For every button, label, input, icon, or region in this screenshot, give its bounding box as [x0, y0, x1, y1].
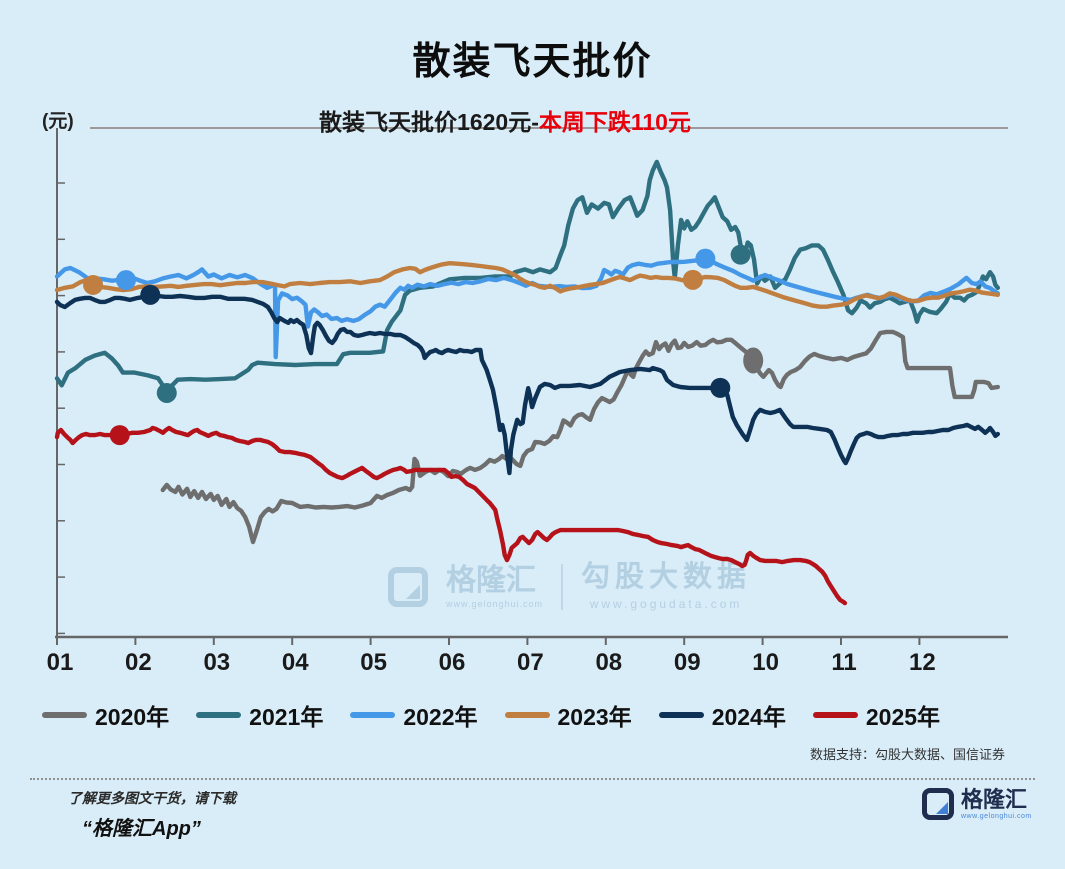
footer-promo-line2: “格隆汇App” [82, 818, 201, 840]
series-marker-2020年 [743, 347, 764, 374]
watermark-partner-text: 勾股大数据 [581, 561, 752, 593]
legend-label: 2020年 [95, 704, 170, 730]
legend-label: 2022年 [403, 704, 478, 730]
page-title: 散装飞天批价 [412, 41, 653, 83]
series-marker-2023年 [682, 269, 703, 290]
series-marker-2025年 [109, 425, 130, 446]
line-chart-canvas: 01 02 03 04 05 06 07 08 09 10 11 12 [47, 128, 1008, 676]
legend-swatch-icon [658, 712, 704, 718]
series-line-2020年 [160, 329, 1000, 545]
x-axis-label: 02 [125, 649, 152, 676]
data-source-note: 数据支持：勾股大数据、国信证券 [809, 747, 1005, 762]
series-line-2022年 [54, 257, 1000, 360]
legend-label: 2023年 [557, 704, 632, 730]
series-marker-2024年 [140, 284, 161, 305]
series-marker-2022年 [695, 248, 716, 269]
series-line-2024年 [54, 292, 1000, 476]
watermark-brand-url: www.gelonghui.com [446, 598, 544, 609]
watermark-partner-url: www.gogudata.com [589, 597, 743, 611]
x-axis-label: 10 [752, 649, 779, 676]
gelonghui-logo-icon [388, 567, 428, 607]
legend-swatch-icon [42, 712, 87, 718]
legend-item-2025年: 2025年 [812, 698, 941, 732]
legend-label: 2021年 [249, 704, 324, 730]
subtitle-weekly-drop-text: 本周下跌110元 [538, 109, 691, 135]
legend-swatch-icon [504, 712, 550, 718]
footer-promo-line1: 了解更多图文干货，请下载 [68, 790, 236, 806]
footer-brand-name: 格隆汇 [961, 786, 1028, 812]
chart-legend: 2020年 2021年 2022年 2023年 2024年 2025年 [42, 698, 940, 732]
legend-label: 2025年 [865, 704, 941, 730]
watermark-divider [561, 564, 564, 610]
legend-item-2021年: 2021年 [196, 698, 323, 732]
x-axis-label: 03 [203, 649, 230, 676]
chart-subtitle: 散装飞天批价1620元-本周下跌110元 [0, 103, 1010, 137]
x-axis-label: 11 [831, 649, 856, 676]
x-axis-label: 07 [517, 649, 544, 676]
x-axis-label: 01 [47, 649, 74, 676]
gelonghui-logo-icon [922, 788, 954, 820]
legend-swatch-icon [350, 712, 396, 718]
series-line-2023年 [54, 261, 1000, 309]
x-axis-label: 09 [674, 649, 701, 676]
x-axis-label: 06 [439, 649, 466, 676]
footer-brand-url: www.gelonghui.com [961, 812, 1032, 820]
plot-top-border [90, 127, 1008, 129]
x-axis-label: 04 [282, 649, 309, 676]
watermark-brand-text: 格隆汇 [446, 563, 536, 597]
legend-swatch-icon [196, 712, 242, 718]
legend-label: 2024年 [711, 704, 786, 730]
series-marker-2022年 [115, 270, 136, 291]
legend-swatch-icon [812, 712, 858, 718]
watermark: 格隆汇 www.gelonghui.com 勾股大数据 www.gogudata… [388, 563, 751, 611]
x-axis-label: 12 [909, 649, 936, 676]
series-marker-2024年 [710, 377, 731, 398]
footer-brand-logo: 格隆汇 www.gelonghui.com [922, 788, 1032, 820]
legend-item-2024年: 2024年 [658, 698, 786, 732]
legend-item-2023年: 2023年 [504, 698, 632, 732]
series-marker-2021年 [730, 244, 751, 265]
subtitle-price-text: 散装飞天批价1620元- [319, 109, 539, 135]
y-axis-unit-label: (元) [42, 111, 74, 132]
series-marker-2023年 [83, 274, 104, 295]
legend-item-2020年: 2020年 [42, 698, 169, 732]
series-marker-2021年 [156, 382, 177, 403]
x-axis-label: 08 [595, 649, 622, 676]
footer-divider [30, 778, 1035, 780]
series-line-2025年 [54, 425, 848, 606]
legend-item-2022年: 2022年 [350, 698, 478, 732]
x-axis-label: 05 [360, 649, 387, 676]
